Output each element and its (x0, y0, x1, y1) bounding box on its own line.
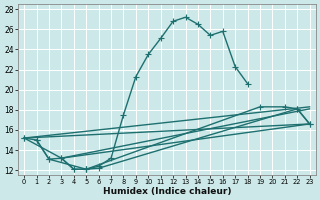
X-axis label: Humidex (Indice chaleur): Humidex (Indice chaleur) (103, 187, 231, 196)
